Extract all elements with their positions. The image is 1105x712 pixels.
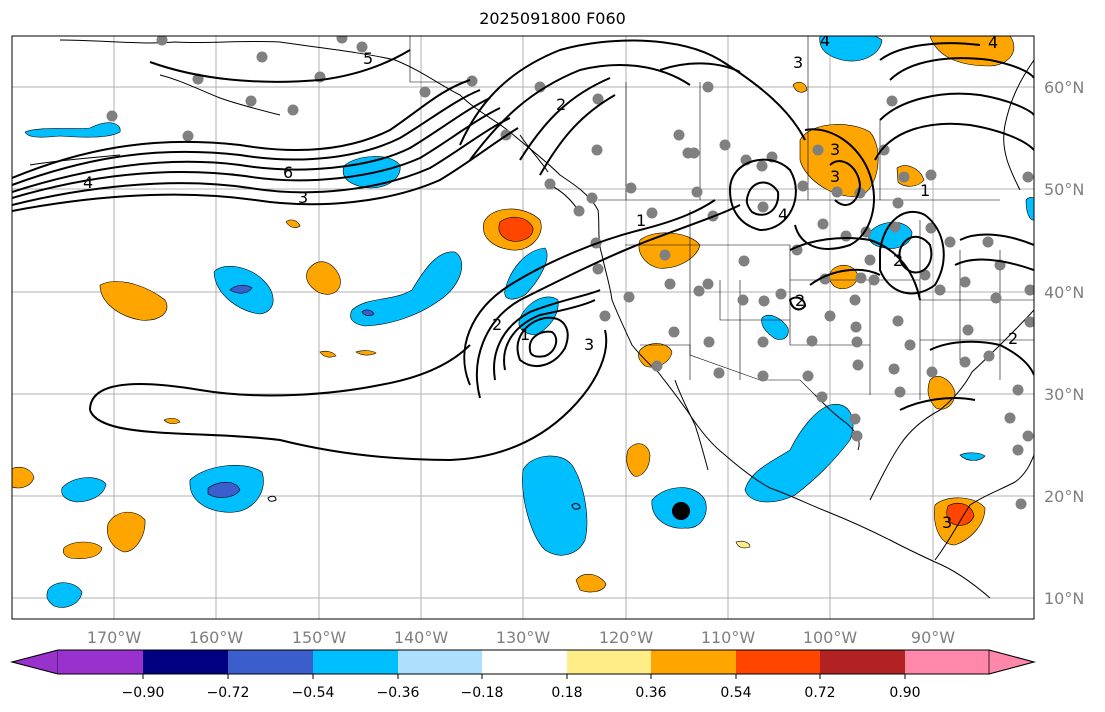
colorbar-tick-label: 0.72 [804,685,835,701]
contour-label: 3 [298,188,308,207]
contour-labels: 5 4 6 3 2 1 3 4 2 1 3 2 2 3 4 3 2 3 4 1 [83,31,1018,532]
lat-label: 20°N [1044,487,1084,506]
colorbar-tick-label: −0.54 [292,685,335,701]
contour-label: 4 [820,31,830,50]
contour-label: 3 [830,167,840,186]
colorbar-tick-label: 0.18 [551,685,582,701]
station-markers [106,36,1034,510]
longitude-labels: 170°W 160°W 150°W 140°W 130°W 120°W 110°… [87,628,955,647]
colorbar-segment [820,650,905,674]
contour-label: 1 [920,181,930,200]
lat-label: 10°N [1044,589,1084,608]
colorbar-tick-label: 0.54 [720,685,751,701]
colorbar-tick-label: −0.72 [207,685,250,701]
lon-label: 90°W [911,628,955,647]
colorbar-max-extension [988,649,1036,675]
colorbar-tick-label: 0.90 [889,685,920,701]
lat-label: 60°N [1044,78,1084,97]
contour-label: 2 [893,251,903,270]
colorbar-tick-labels: −0.90 −0.72 −0.54 −0.36 −0.18 0.18 0.36 … [122,685,921,701]
colorbar-tick-label: −0.90 [122,685,165,701]
lon-label: 160°W [189,628,244,647]
contour-label: 6 [283,163,293,182]
contour-label: 3 [584,335,594,354]
political-borders [409,36,1034,400]
contour-label: 2 [795,291,805,310]
lon-label: 170°W [87,628,142,647]
colorbar-tick-label: −0.36 [377,685,420,701]
contour-lines [12,39,1034,462]
colorbar-segment [58,650,143,674]
colorbar-segment [143,650,228,674]
graticule [12,36,1034,619]
contour-label: 2 [556,95,566,114]
contour-label: 2 [492,315,502,334]
colorbar-segment [905,650,989,674]
colorbar-segment [736,650,820,674]
contour-label: 1 [636,211,646,230]
colorbar-min-extension [10,649,59,675]
colorbar [10,649,1036,679]
colorbar-segment [228,650,313,674]
contour-label: 3 [793,53,803,72]
lon-label: 110°W [701,628,756,647]
lat-label: 30°N [1044,385,1084,404]
contour-label: 4 [83,173,93,192]
lon-label: 150°W [292,628,347,647]
map-title: 2025091800 F060 [479,9,626,28]
map-frame [11,35,1035,620]
contour-label: 3 [830,140,840,159]
coastlines [29,39,1034,599]
lat-label: 40°N [1044,283,1084,302]
colorbar-segment [651,650,736,674]
lon-label: 140°W [394,628,449,647]
lon-label: 120°W [599,628,654,647]
colorbar-segment [567,650,651,674]
negative-anomaly-fields [24,36,1034,608]
colorbar-segment [398,650,482,674]
contour-label: 1 [520,325,530,344]
storm-center-marker [672,502,690,520]
lat-label: 50°N [1044,180,1084,199]
contour-label: 2 [1008,329,1018,348]
lon-label: 130°W [496,628,551,647]
contour-label: 4 [988,33,998,52]
contour-label: 3 [942,513,952,532]
colorbar-tick-label: −0.18 [461,685,504,701]
contour-label: 5 [363,49,373,68]
contour-label: 4 [778,205,788,224]
colorbar-tick-label: 0.36 [635,685,666,701]
lon-label: 100°W [803,628,858,647]
colorbar-segment [482,650,567,674]
latitude-labels: 60°N 50°N 40°N 30°N 20°N 10°N [1044,78,1084,608]
colorbar-segment [313,650,398,674]
